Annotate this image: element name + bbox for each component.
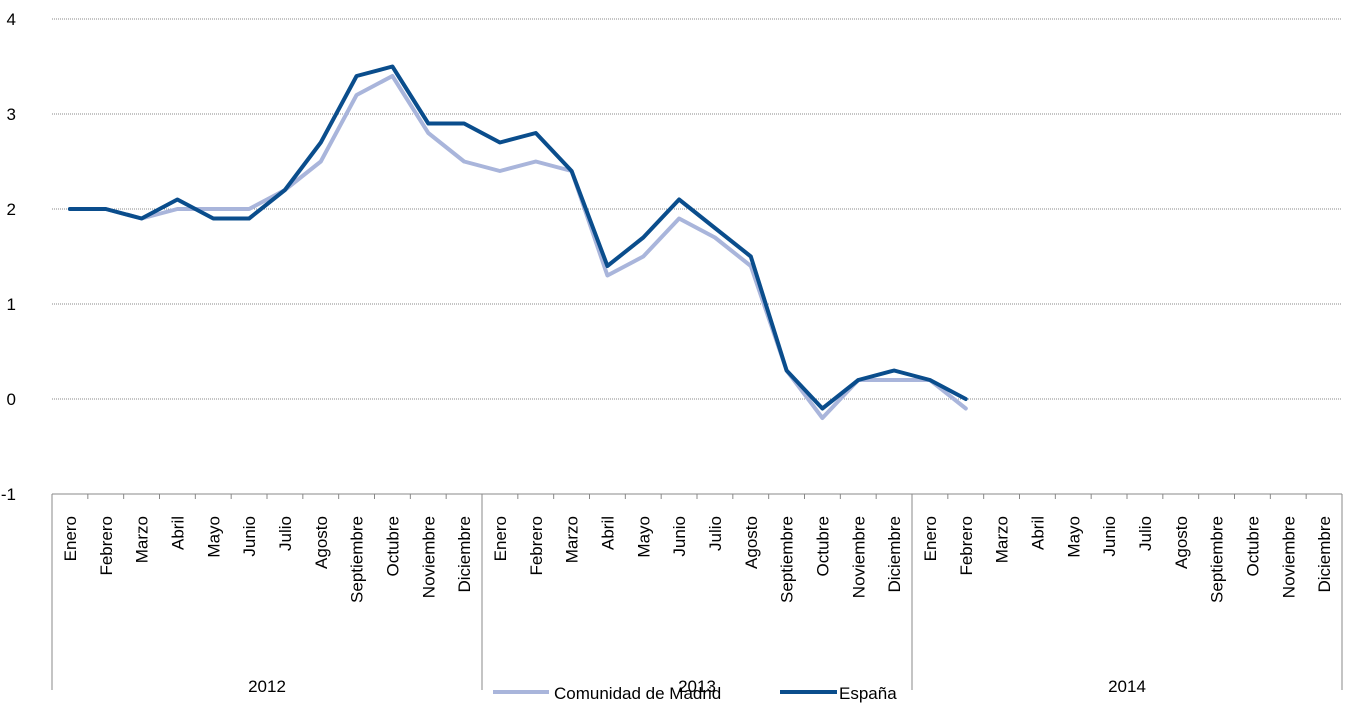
x-tick-label: Septiembre: [1208, 516, 1227, 603]
x-tick-label: Mayo: [634, 516, 653, 558]
x-tick-label: Abril: [168, 516, 187, 550]
x-tick-label: Febrero: [957, 516, 976, 576]
y-axis: 4 3 2 1 0 -1: [1, 10, 16, 504]
x-tick-label: Octubre: [813, 516, 832, 576]
y-tick-label: 4: [7, 10, 16, 29]
x-axis: Enero Febrero Marzo Abril Mayo Junio Julio Agos…: [51, 493, 1343, 696]
x-tick-label: Mayo: [204, 516, 223, 558]
x-tick-label: Marzo: [133, 516, 152, 563]
x-tick-label: Julio: [1136, 516, 1155, 551]
x-tick-label: Septiembre: [348, 516, 367, 603]
x-tick-label: Diciembre: [1315, 516, 1334, 593]
series-lines: [67, 64, 968, 420]
y-tick-label: 2: [7, 200, 16, 219]
x-tick-label: Enero: [491, 516, 510, 561]
y-tick-label: 3: [7, 105, 16, 124]
legend-label-espana: España: [839, 684, 897, 703]
x-tick-label: Mayo: [1064, 516, 1083, 558]
x-tick-label: Agosto: [1172, 516, 1191, 569]
y-tick-label: 0: [7, 390, 16, 409]
x-tick-label: Junio: [240, 516, 259, 557]
gridlines: [52, 18, 1342, 400]
x-tick-label: Febrero: [527, 516, 546, 576]
x-tick-label: Marzo: [563, 516, 582, 563]
x-tick-label: Noviembre: [849, 516, 868, 598]
x-tick-label: Febrero: [97, 516, 116, 576]
series-line-espana: [67, 64, 968, 411]
x-tick-label: Abril: [598, 516, 617, 550]
x-tick-label: Enero: [61, 516, 80, 561]
x-tick-label: Enero: [921, 516, 940, 561]
y-tick-label: -1: [1, 485, 16, 504]
year-label: 2014: [1108, 677, 1146, 696]
year-label: 2012: [248, 677, 286, 696]
x-tick-label: Agosto: [312, 516, 331, 569]
x-tick-label: Marzo: [993, 516, 1012, 563]
x-tick-label: Abril: [1028, 516, 1047, 550]
x-tick-label: Noviembre: [419, 516, 438, 598]
series-line-comunidad-de-madrid: [67, 74, 968, 420]
x-tick-label: Octubre: [1243, 516, 1262, 576]
x-tick-label: Julio: [706, 516, 725, 551]
x-tick-label: Julio: [276, 516, 295, 551]
x-tick-label: Octubre: [383, 516, 402, 576]
legend: Comunidad de Madrid España: [493, 684, 897, 703]
x-tick-label: Noviembre: [1279, 516, 1298, 598]
x-tick-label: Diciembre: [455, 516, 474, 593]
year-label: 2013: [678, 677, 716, 696]
x-tick-label: Septiembre: [778, 516, 797, 603]
x-tick-label: Junio: [670, 516, 689, 557]
legend-label-comunidad-de-madrid: Comunidad de Madrid: [554, 684, 721, 703]
x-tick-label: Diciembre: [885, 516, 904, 593]
x-tick-label: Junio: [1100, 516, 1119, 557]
y-tick-label: 1: [7, 295, 16, 314]
x-tick-label: Agosto: [742, 516, 761, 569]
